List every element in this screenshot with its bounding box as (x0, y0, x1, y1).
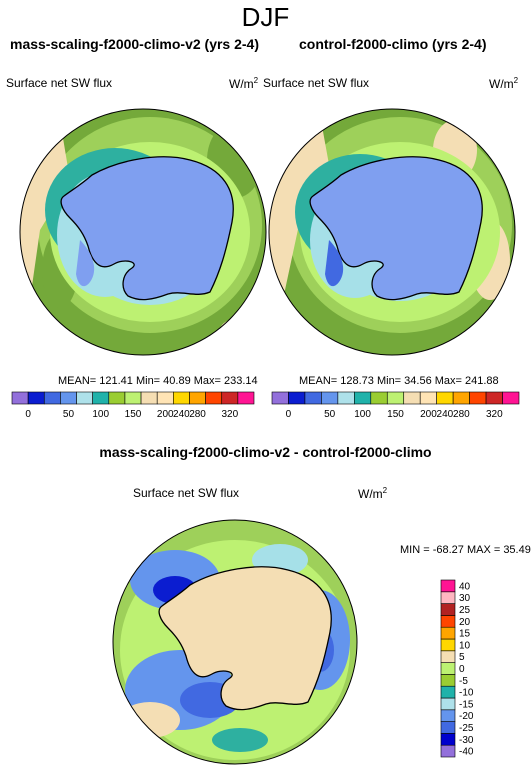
colorbar-tick-label: -40 (459, 747, 474, 758)
colorbar-tick-label: 320 (486, 409, 503, 420)
season-title: DJF (241, 2, 290, 32)
colorbar-swatch (440, 709, 456, 722)
colorbar-panel-1: 0 50 100 150 200 240 280 320 (11, 391, 255, 420)
colorbar-tick-label: 100 (92, 409, 109, 420)
colorbar-tick-label: 200 (420, 409, 437, 420)
colorbar-swatch (485, 391, 503, 405)
panel-2-title: control-f2000-climo (yrs 2-4) (299, 36, 487, 52)
colorbar-swatch (440, 579, 456, 593)
colorbar-swatch (76, 391, 93, 405)
colorbar-tick-label: 0 (459, 664, 465, 675)
colorbar-swatch (92, 391, 110, 405)
panel-2-stats: MEAN= 128.73 Min= 34.56 Max= 241.88 (299, 375, 499, 387)
colorbar-tick-label: 30 (459, 593, 471, 604)
colorbar-swatch (440, 685, 456, 699)
colorbar-swatch (502, 391, 520, 405)
colorbar-tick-label: 280 (189, 409, 206, 420)
diff-stats: MIN = -68.27 MAX = 35.49 (400, 544, 531, 556)
colorbar-swatch (11, 391, 29, 405)
panel-1-units: W/m2 (229, 76, 259, 91)
colorbar-swatch (337, 391, 355, 405)
colorbar-swatch (440, 603, 456, 616)
colorbar-tick-label: 5 (459, 652, 465, 663)
panel-1-stats: MEAN= 121.41 Min= 40.89 Max= 233.14 (58, 375, 258, 387)
colorbar-swatch (469, 391, 487, 405)
colorbar-swatch (60, 391, 77, 405)
colorbar-swatch (440, 697, 456, 711)
panel-1-title: mass-scaling-f2000-climo-v2 (yrs 2-4) (10, 36, 259, 52)
colorbar-swatch (440, 744, 456, 758)
colorbar-tick-label: 150 (125, 409, 142, 420)
colorbar-tick-label: 240 (173, 409, 190, 420)
colorbar-panel-2: 0 50 100 150 200 240 280 320 (271, 391, 520, 420)
colorbar-swatch (354, 391, 372, 405)
diff-variable: Surface net SW flux (133, 486, 240, 500)
panel-2-units: W/m2 (489, 76, 519, 91)
colorbar-tick-label: -10 (459, 688, 474, 699)
colorbar-swatch (140, 391, 158, 405)
colorbar-swatch (205, 391, 223, 405)
colorbar-swatch (288, 391, 306, 405)
colorbar-tick-label: 50 (63, 409, 75, 420)
colorbar-tick-label: 20 (459, 617, 471, 628)
diff-title: mass-scaling-f2000-climo-v2 - control-f2… (99, 444, 432, 460)
colorbar-swatch (156, 391, 174, 405)
map-panel-2 (269, 109, 515, 355)
colorbar-tick-label: 240 (437, 409, 454, 420)
colorbar-tick-label: 15 (459, 629, 471, 640)
colorbar-swatch (419, 391, 437, 405)
panel-2-variable: Surface net SW flux (263, 76, 370, 90)
colorbar-swatch (124, 391, 142, 405)
colorbar-swatch (370, 391, 388, 405)
colorbar-swatch (43, 391, 61, 405)
colorbar-tick-label: -30 (459, 735, 474, 746)
colorbar-tick-label: 150 (387, 409, 404, 420)
panel-1-variable: Surface net SW flux (6, 76, 113, 90)
colorbar-swatch (386, 391, 405, 405)
colorbar-tick-label: 280 (453, 409, 470, 420)
colorbar-swatch (440, 662, 456, 675)
diff-units: W/m2 (358, 486, 388, 501)
colorbar-swatch (237, 391, 255, 405)
colorbar-tick-label: 40 (459, 581, 471, 592)
colorbar-swatch (440, 591, 456, 604)
colorbar-swatch (173, 391, 190, 405)
colorbar-tick-label: 100 (354, 409, 371, 420)
colorbar-tick-label: 25 (459, 605, 471, 616)
colorbar-swatch (321, 391, 339, 405)
colorbar-tick-label: -25 (459, 723, 474, 734)
colorbar-tick-label: -15 (459, 699, 474, 710)
colorbar-swatch (189, 391, 206, 405)
colorbar-tick-label: 0 (25, 409, 31, 420)
colorbar-swatch (440, 674, 456, 687)
colorbar-tick-label: -5 (459, 676, 468, 687)
colorbar-swatch (440, 638, 456, 652)
colorbar-swatch (27, 391, 45, 405)
map-diff (113, 520, 357, 764)
colorbar-tick-label: 50 (324, 409, 336, 420)
colorbar-swatch (440, 650, 456, 663)
colorbar-swatch (403, 391, 421, 405)
colorbar-swatch (440, 721, 456, 734)
colorbar-swatch (440, 733, 456, 746)
colorbar-swatch (440, 626, 456, 640)
colorbar-tick-label: 10 (459, 640, 471, 651)
colorbar-tick-label: 200 (157, 409, 174, 420)
colorbar-swatch (304, 391, 322, 405)
colorbar-swatch (436, 391, 454, 405)
colorbar-swatch (452, 391, 470, 405)
colorbar-swatch (440, 615, 456, 628)
colorbar-swatch (108, 391, 126, 405)
colorbar-tick-label: 0 (286, 409, 292, 420)
colorbar-tick-label: 320 (221, 409, 238, 420)
colorbar-tick-label: -20 (459, 711, 474, 722)
colorbar-swatch (271, 391, 289, 405)
colorbar-swatch (221, 391, 239, 405)
